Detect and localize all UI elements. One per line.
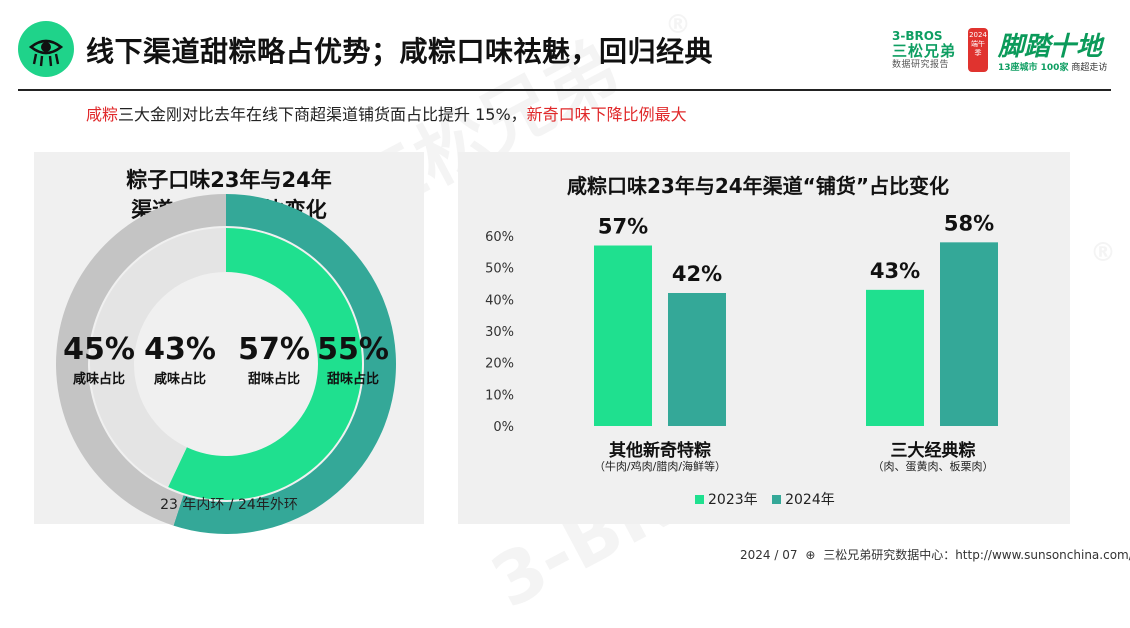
inner-salty-pct: 43%	[144, 332, 216, 367]
inner-salty-label: 咸味占比	[153, 372, 206, 387]
bar-chart: 0% 10% 20% 30% 40% 50% 60% 57% 42% 43% 58%	[485, 211, 998, 435]
subtitle-body: 三大金刚对比去年在线下商超渠道铺货面占比提升 15%，	[118, 105, 527, 124]
legend: 2023年 2024年	[695, 489, 835, 509]
subtitle-red-tail: 新奇口味下降比例最大	[526, 105, 687, 124]
bar-value-label: 42%	[672, 262, 722, 286]
footer-date: 2024 / 07	[740, 548, 798, 562]
outer-sweet-pct: 55%	[317, 332, 389, 367]
bar-2023年-三大经典粽	[866, 289, 924, 426]
y-tick-label: 50%	[485, 262, 514, 277]
subtitle-red-lead: 咸粽	[86, 105, 119, 124]
brand-en: 3-BROS	[892, 29, 943, 43]
page-title: 线下渠道甜粽略占优势；咸粽口味祛魅，回归经典	[86, 35, 714, 68]
eye-logo-icon	[18, 21, 74, 77]
y-tick-label: 40%	[485, 293, 514, 308]
campaign-logo: 脚踏十地	[998, 32, 1103, 62]
donut-title-line1: 粽子口味23年与24年	[126, 168, 332, 192]
inner-sweet-pct: 57%	[238, 332, 310, 367]
bar-title: 咸粽口味23年与24年渠道“铺货”占比变化	[567, 174, 949, 198]
bar-2024年-三大经典粽	[940, 242, 998, 426]
category-label-novel: 其他新奇特粽	[609, 441, 711, 461]
donut-chart	[55, 194, 396, 534]
donut-slice-outer-salty	[55, 194, 226, 526]
category-note-novel: （牛肉/鸡肉/腊肉/海鲜等）	[593, 460, 727, 473]
bar-value-label: 58%	[944, 211, 994, 235]
y-tick-label: 10%	[485, 388, 514, 403]
campaign-sub-b: 商超走访	[1071, 63, 1108, 73]
globe-icon: ⊕	[805, 548, 816, 562]
campaign-sub-a: 13座城市 100家	[998, 63, 1069, 73]
category-note-classic: （肉、蛋黄肉、板栗肉）	[872, 460, 994, 473]
donut-slice-inner-sweet	[168, 228, 362, 500]
bar-2024年-其他新奇特粽	[668, 293, 726, 426]
outer-salty-label: 咸味占比	[72, 372, 125, 387]
inner-sweet-label: 甜味占比	[247, 372, 300, 387]
donut-slice-outer-sweet	[173, 194, 396, 534]
header-divider	[18, 89, 1111, 91]
outer-sweet-label: 甜味占比	[326, 372, 379, 387]
donut-caption: 23 年内环 / 24年外环	[160, 497, 298, 513]
y-tick-label: 30%	[485, 325, 514, 340]
campaign-sub: 13座城市 100家 商超走访	[998, 60, 1107, 73]
footer: 2024 / 07 ⊕ 三松兄弟研究数据中心：http://www.sunson…	[740, 546, 1130, 563]
category-label-classic: 三大经典粽	[890, 441, 976, 461]
legend-swatch-2024	[772, 495, 782, 504]
bar-2023年-其他新奇特粽	[594, 245, 652, 426]
y-tick-label: 60%	[485, 230, 514, 245]
outer-salty-pct: 45%	[63, 332, 135, 367]
brand-cn: 三松兄弟	[892, 42, 957, 60]
legend-label-2024: 2024年	[785, 492, 835, 508]
bar-value-label: 57%	[598, 215, 648, 239]
subtitle: 咸粽三大金刚对比去年在线下商超渠道铺货面占比提升 15%，新奇口味下降比例最大	[86, 101, 687, 125]
y-tick-label: 0%	[493, 420, 514, 435]
y-tick-label: 20%	[485, 357, 514, 372]
brand-logo: 3-BROS 三松兄弟 数据研究报告	[892, 29, 976, 75]
legend-label-2023: 2023年	[708, 492, 758, 508]
legend-swatch-2023	[695, 495, 704, 504]
footer-source: 三松兄弟研究数据中心：http://www.sunsonchina.com/	[823, 548, 1130, 562]
lantern-badge: 2024 端午季	[968, 28, 988, 72]
bar-value-label: 43%	[870, 259, 920, 283]
brand-sub: 数据研究报告	[892, 60, 950, 70]
donut-slice-inner-salty	[89, 228, 227, 488]
